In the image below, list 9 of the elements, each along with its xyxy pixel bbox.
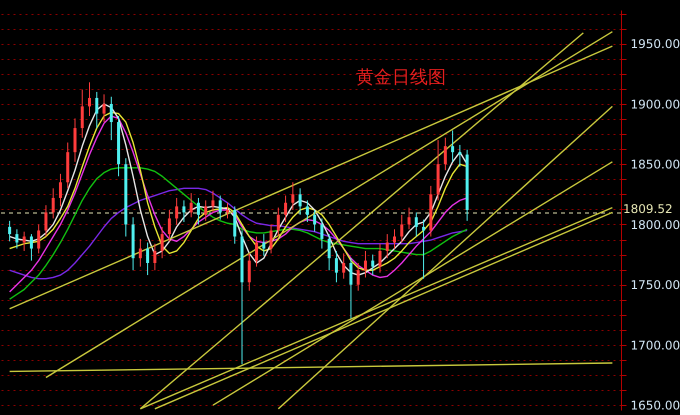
y-tick-label: 1850.00 [630, 158, 680, 172]
y-tick-label: 1800.00 [630, 218, 680, 232]
y-tick-label: 1700.00 [630, 338, 680, 352]
y-tick-label: 1650.00 [630, 398, 680, 413]
ref-line-label: 1809.52 [623, 202, 673, 216]
y-tick-label: 1900.00 [630, 97, 680, 112]
text: 黄金日线图 [356, 67, 446, 88]
y-tick-label: 1750.00 [630, 278, 680, 292]
y-tick-label: 1950.00 [630, 37, 680, 52]
